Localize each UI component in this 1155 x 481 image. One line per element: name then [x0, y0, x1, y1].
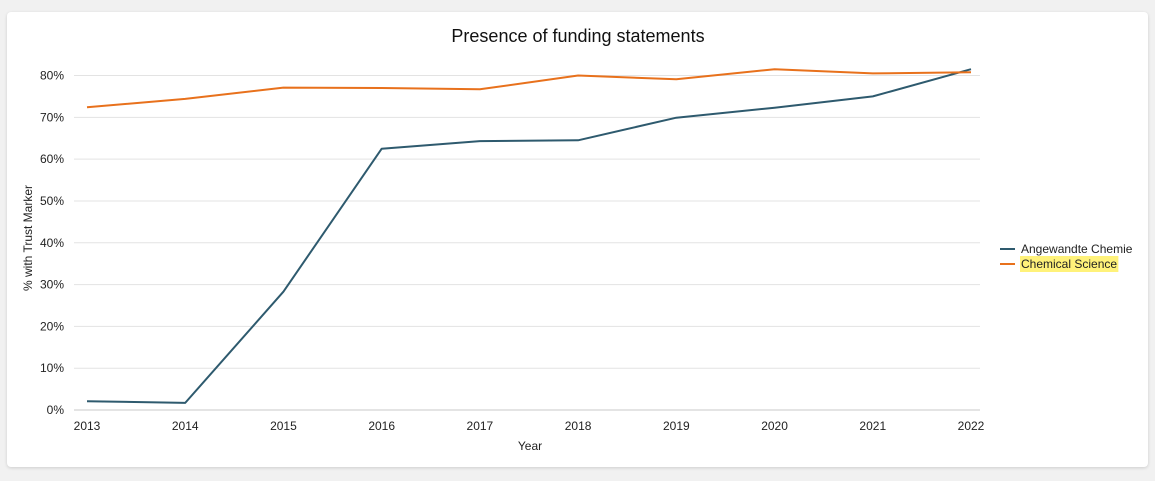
x-tick-label: 2020 [761, 419, 788, 433]
x-tick-label: 2016 [368, 419, 395, 433]
x-tick-label: 2021 [859, 419, 886, 433]
y-tick-label: 60% [40, 152, 64, 166]
series-line-2 [86, 68, 972, 109]
x-tick-labels: 2013 2014 2015 2016 2017 2018 2019 2020 2021 2022 [74, 419, 985, 433]
x-tick-label: 2018 [565, 419, 592, 433]
x-tick-label: 2022 [958, 419, 985, 433]
x-tick-label: 2013 [74, 419, 101, 433]
legend-highlight [1020, 256, 1119, 272]
x-tick-label: 2019 [663, 419, 690, 433]
legend-label: Angewandte Chemie [1021, 242, 1133, 256]
y-tick-label: 80% [40, 69, 64, 83]
y-tick-label: 10% [40, 361, 64, 375]
y-tick-label: 50% [40, 194, 64, 208]
y-tick-labels: 0% 10% 20% 30% 40% 50% 60% 70% 80% [40, 69, 64, 418]
y-tick-label: 30% [40, 278, 64, 292]
y-tick-label: 40% [40, 236, 64, 250]
chart-title: Presence of funding statements [451, 26, 704, 46]
x-axis-title: Year [518, 439, 542, 453]
legend-item: Chemical Science [1000, 256, 1119, 272]
gridlines [74, 75, 980, 369]
chart-card [7, 12, 1148, 467]
y-tick-label: 20% [40, 319, 64, 333]
y-axis-title: % with Trust Marker [21, 185, 35, 291]
y-tick-label: 70% [40, 110, 64, 124]
legend-label: Chemical Science [1021, 257, 1117, 271]
series-line-1 [86, 68, 972, 404]
x-tick-label: 2017 [467, 419, 494, 433]
y-tick-label: 0% [47, 403, 65, 417]
x-tick-label: 2015 [270, 419, 297, 433]
legend-item: Angewandte Chemie [1000, 242, 1133, 256]
x-tick-label: 2014 [172, 419, 199, 433]
series-lines [86, 68, 972, 404]
